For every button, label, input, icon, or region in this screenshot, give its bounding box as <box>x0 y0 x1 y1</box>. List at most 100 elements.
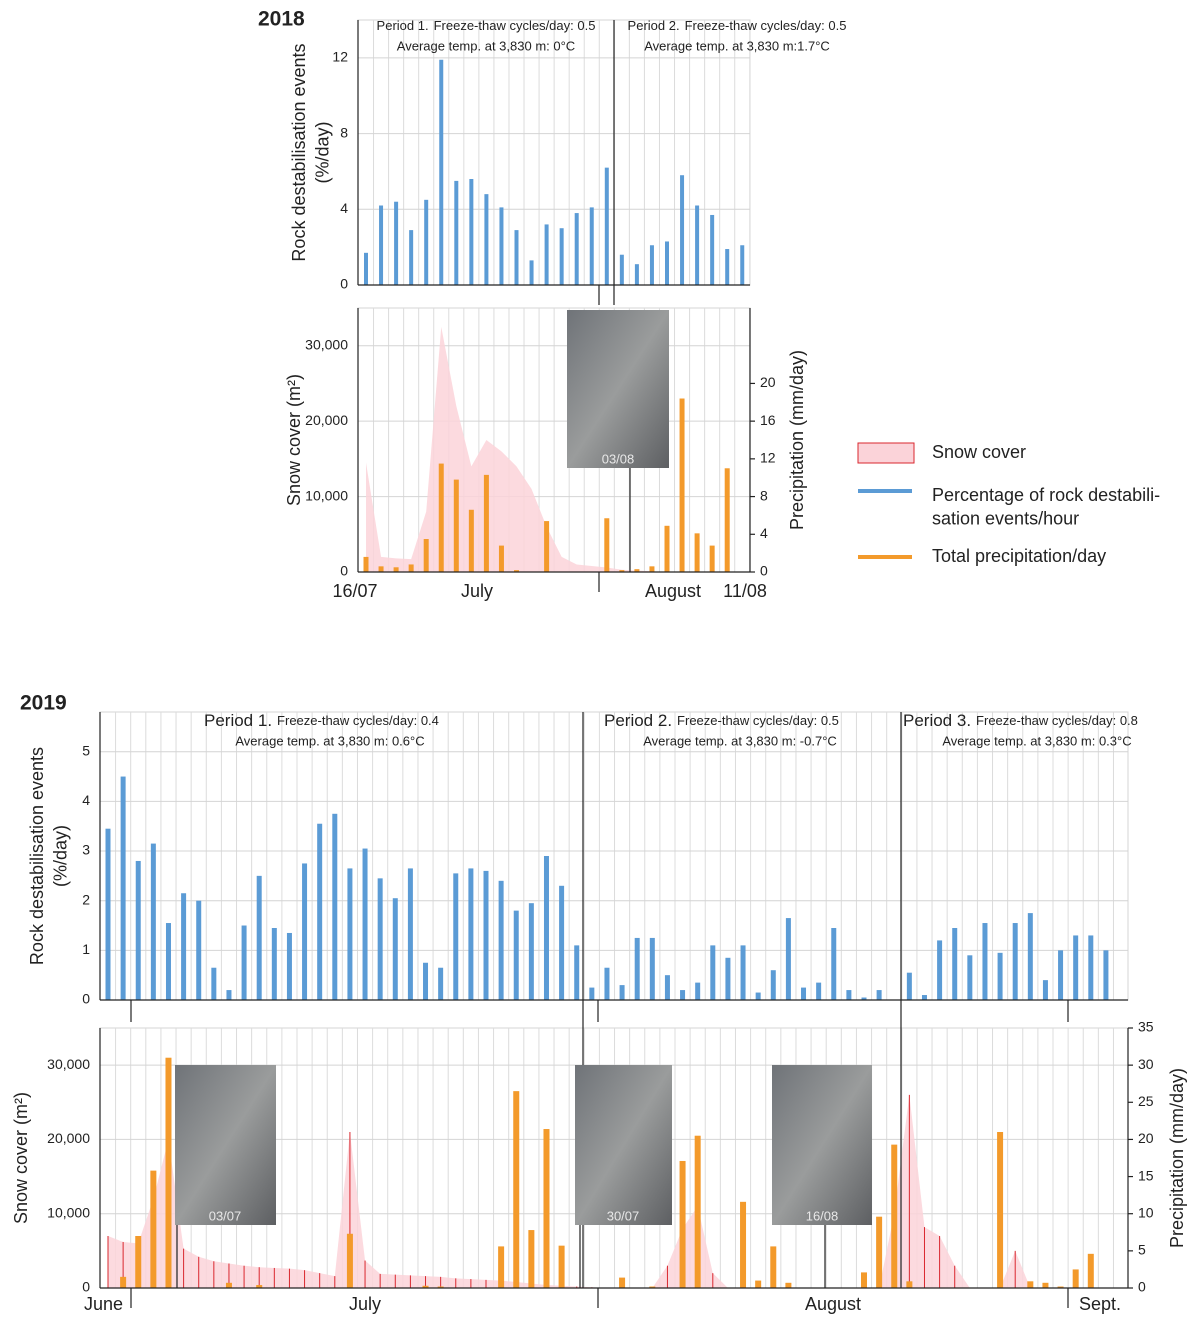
bar <box>438 967 444 1000</box>
bar <box>150 1170 157 1288</box>
bar <box>558 1245 565 1288</box>
bar <box>1012 923 1018 1000</box>
bar <box>619 570 625 572</box>
bar <box>499 207 504 285</box>
bar <box>816 982 822 1000</box>
legend-label: Percentage of rock destabili-sation even… <box>932 485 1160 528</box>
bar <box>709 545 715 572</box>
bar <box>498 545 504 572</box>
y-axis-title: Snow cover (m²) <box>284 374 304 506</box>
bar <box>120 1276 127 1288</box>
bar <box>135 1236 142 1288</box>
period-title: Period 3. <box>903 711 971 730</box>
x-tick-label: July <box>461 581 493 601</box>
y2-tick-label: 20 <box>1138 1130 1154 1146</box>
bar <box>604 967 610 1000</box>
y-tick-label: 30,000 <box>47 1056 90 1072</box>
photo-label: 30/07 <box>607 1208 640 1223</box>
bar <box>906 972 912 1000</box>
bar <box>589 987 595 1000</box>
bar <box>801 987 807 1000</box>
x-tick-label: 11/08 <box>723 581 767 601</box>
period-title: Period 2. <box>628 18 680 33</box>
y-tick-label: 0 <box>340 276 348 292</box>
bar <box>514 230 519 285</box>
bar <box>937 940 943 1000</box>
bar <box>559 228 564 285</box>
y2-tick-label: 35 <box>1138 1019 1154 1035</box>
y2-tick-label: 16 <box>760 412 776 428</box>
bar <box>1057 1286 1064 1288</box>
y2-tick-label: 30 <box>1138 1056 1154 1072</box>
bar <box>407 868 413 1000</box>
bar <box>241 925 247 1000</box>
bar <box>394 201 399 285</box>
y2-tick-label: 15 <box>1138 1167 1154 1183</box>
legend-label: Total precipitation/day <box>932 546 1106 566</box>
bar <box>680 175 685 285</box>
y2-tick-label: 5 <box>1138 1242 1146 1258</box>
bar <box>679 398 685 572</box>
bar <box>468 509 474 572</box>
y-tick-label: 1 <box>82 941 90 957</box>
bar <box>831 928 837 1000</box>
y2-axis-title: Precipitation (mm/day) <box>787 350 807 530</box>
period-freeze-thaw: Freeze-thaw cycles/day: 0.5 <box>677 713 839 728</box>
bar <box>664 975 670 1000</box>
bar <box>453 479 459 572</box>
bar <box>846 990 852 1000</box>
bar <box>528 903 534 1000</box>
bar <box>604 518 610 572</box>
y-tick-label: 0 <box>340 563 348 579</box>
bar <box>211 967 217 1000</box>
bar <box>770 1246 777 1288</box>
bar <box>438 463 444 572</box>
bar <box>725 249 730 285</box>
bar <box>393 567 399 572</box>
bar <box>574 213 579 285</box>
bar <box>514 570 519 572</box>
bar <box>861 997 867 1000</box>
bar <box>967 955 973 1000</box>
period-temperature: Average temp. at 3,830 m:1.7°C <box>644 38 830 53</box>
bar <box>740 245 745 285</box>
bar <box>665 241 669 285</box>
bar <box>379 205 384 285</box>
chart-title: 2019 <box>20 692 67 715</box>
bar <box>952 928 958 1000</box>
bar <box>1087 1253 1094 1288</box>
bar <box>997 952 1003 1000</box>
x-tick-label: Sept. <box>1079 1294 1121 1314</box>
bar <box>423 539 429 572</box>
bar <box>649 937 655 1000</box>
y-tick-label: 0 <box>82 991 90 1007</box>
bar <box>120 776 126 1000</box>
bar <box>1103 950 1109 1000</box>
period-freeze-thaw: Freeze-thaw cycles/day: 0.5 <box>685 18 847 33</box>
y-tick-label: 12 <box>332 49 348 65</box>
bar <box>544 521 550 572</box>
bar <box>453 873 459 1000</box>
bar <box>982 923 988 1000</box>
y2-tick-label: 0 <box>760 563 768 579</box>
period-title: Period 1. <box>204 711 272 730</box>
bar <box>649 245 654 285</box>
legend-swatch <box>857 442 915 464</box>
bar <box>363 556 369 572</box>
bar <box>710 945 716 1000</box>
bar <box>649 566 655 572</box>
bar <box>680 990 686 1000</box>
period-temperature: Average temp. at 3,830 m: 0.3°C <box>942 733 1131 748</box>
bar <box>695 205 700 285</box>
plot-frame <box>99 711 1129 1001</box>
bar <box>634 264 639 285</box>
bar <box>619 254 624 285</box>
x-tick-label: July <box>349 1294 381 1314</box>
bar <box>165 923 171 1000</box>
bar <box>997 1132 1004 1288</box>
bar <box>468 868 474 1000</box>
y2-axis-title: Precipitation (mm/day) <box>1167 1068 1187 1248</box>
bar <box>424 199 429 285</box>
period-heading: Period 2. Freeze-thaw cycles/day: 0.5 <box>628 18 847 33</box>
bar <box>226 990 232 1000</box>
